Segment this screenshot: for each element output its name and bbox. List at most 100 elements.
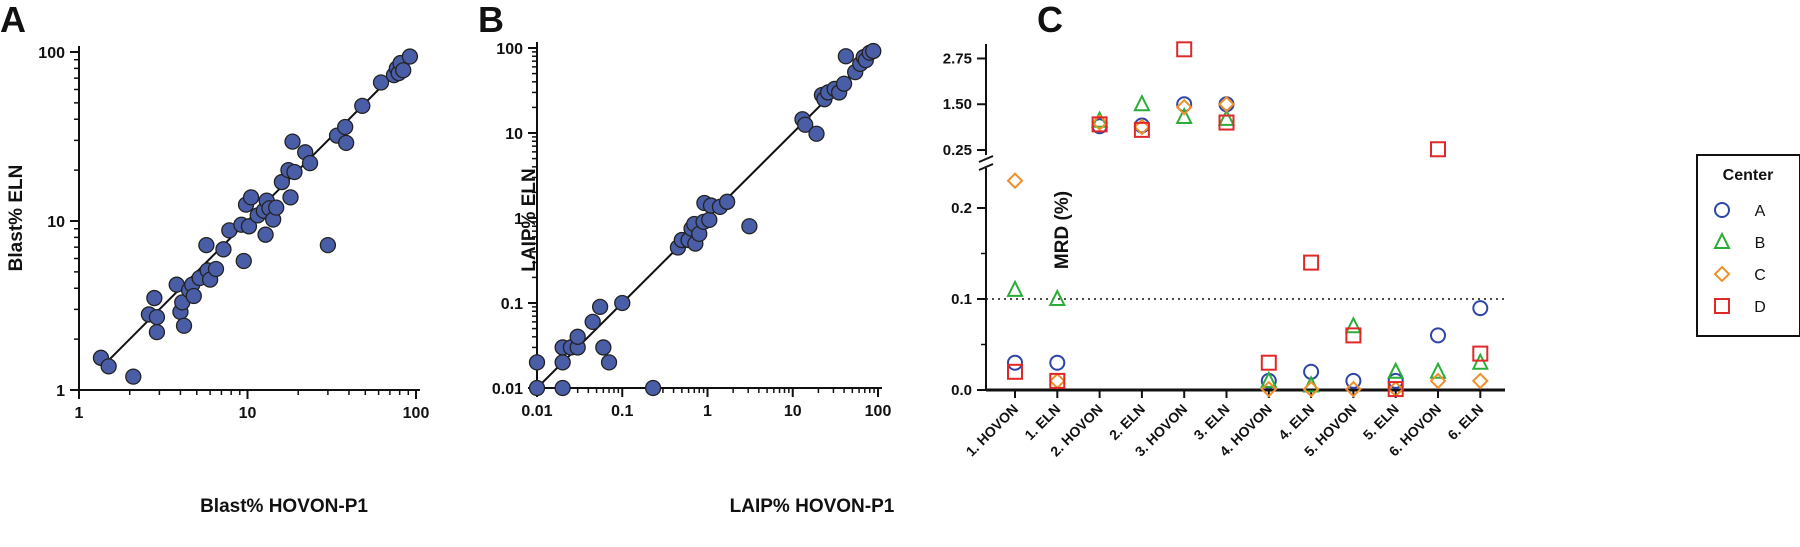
panel-a-data-point	[338, 134, 355, 152]
panel-c-series-c-marker	[1218, 95, 1235, 113]
panel-a-y-tick-label: 1	[56, 383, 65, 400]
panel-b-x-axis-title: LAIP% HOVON-P1	[730, 496, 895, 517]
panel-a-data-point	[282, 189, 299, 206]
panel-b-y-tick-label: 0.01	[492, 381, 523, 398]
panel-b-y-tick-label: 100	[496, 41, 523, 58]
panel-a-data-point	[125, 368, 142, 385]
panel-b-data-point	[528, 354, 546, 371]
panel-c-y-tick-label: 0.25	[943, 142, 972, 159]
panel-a-data-point	[148, 308, 166, 326]
panel-c-series-c-marker	[1006, 172, 1024, 190]
legend-marker-b	[1713, 231, 1731, 249]
panel-b-data-point	[595, 339, 612, 356]
panel-b-data-point	[741, 218, 758, 235]
panel-a-x-tick-label: 10	[239, 405, 257, 422]
panel-c-y-tick-label: 2.75	[943, 50, 972, 67]
panel-a-data-point	[207, 260, 225, 278]
panel-c-series-c-marker	[1344, 380, 1362, 398]
panel-b-data-point	[837, 48, 855, 65]
panel-a-data-point	[146, 289, 163, 307]
panel-c-series-c-marker	[1048, 372, 1066, 390]
panel-b-data-point	[835, 75, 853, 92]
panel-b-data-point	[797, 116, 814, 133]
panel-b-x-tick-label: 1	[703, 403, 712, 420]
panel-a-data-point	[337, 118, 354, 136]
panel-a-x-tick-label: 100	[403, 405, 430, 422]
panel-c-series-b-marker	[1133, 94, 1151, 112]
panel-b-data-point	[554, 379, 571, 397]
panel-a-y-tick-label: 10	[47, 214, 65, 231]
panel-b-y-tick-label: 10	[505, 126, 523, 143]
panel-c-series-b-marker	[1387, 361, 1405, 379]
panel-c-series-d-marker	[1472, 345, 1489, 362]
panel-b-data-point	[718, 193, 736, 210]
panel-c-y-tick-label: 0.1	[951, 291, 972, 308]
panel-letter-a: A	[0, 0, 26, 40]
panel-b-y-tick-label: 0.1	[501, 296, 523, 313]
panel-c-series-d-marker	[1387, 381, 1404, 398]
panel-c-series-a-marker	[1049, 354, 1066, 371]
panel-letter-c: C	[1037, 0, 1063, 40]
panel-a-data-point	[175, 317, 193, 334]
panel-c-series-d-marker	[1260, 354, 1277, 371]
legend-marker-d	[1714, 298, 1730, 314]
panel-a-data-point	[185, 287, 202, 305]
panel-a-data-point	[286, 163, 303, 181]
panel-b-data-point	[701, 211, 718, 229]
panel-b-x-tick-label: 0.1	[611, 403, 633, 420]
panel-b-x-tick-label: 0.01	[521, 403, 552, 420]
panel-c-category-label: 2. ELN	[1106, 401, 1148, 443]
panel-c-series-b-marker	[1344, 316, 1363, 334]
panel-a-data-point	[372, 74, 390, 91]
panel-a-data-point	[268, 199, 285, 216]
panel-a-data-point	[257, 226, 274, 243]
panel-c-series-d-marker	[1303, 254, 1320, 271]
panel-c-category-label: 5. ELN	[1360, 401, 1402, 443]
panel-a-data-point	[319, 236, 337, 254]
panel-a-y-axis-title: Blast% ELN	[6, 165, 27, 272]
panel-a-data-point	[198, 236, 215, 254]
panel-c-series-d-marker	[1007, 363, 1023, 380]
legend-title: Center	[1723, 167, 1774, 184]
panel-c-series-c-marker	[1133, 118, 1151, 136]
panel-c-category-label: 4. ELN	[1275, 401, 1317, 443]
panel-a-data-point	[401, 48, 419, 65]
panel-b-data-point	[644, 379, 662, 397]
panel-a-y-tick-label: 100	[38, 45, 65, 62]
panel-c-series-a-marker	[1345, 372, 1362, 389]
panel-b-y-axis-title: LAIP% ELN	[519, 168, 540, 271]
panel-a-data-point	[354, 97, 371, 115]
panel-b-data-point	[808, 125, 825, 142]
panel-a-data-point	[240, 218, 258, 235]
panel-c-series-c-marker	[1091, 114, 1109, 131]
panel-c-series-c-marker	[1429, 372, 1447, 390]
panel-b-data-point	[591, 298, 609, 316]
panel-c-series-a-marker	[1387, 372, 1404, 389]
panel-b-data-point	[614, 294, 631, 312]
panel-c-series-d-marker	[1091, 116, 1108, 133]
panel-a-data-point	[215, 241, 232, 258]
panel-a-data-point	[284, 133, 301, 150]
panel-c-series-c-marker	[1471, 372, 1489, 390]
panel-c-series-d-marker	[1430, 141, 1446, 158]
panel-c-series-b-marker	[1471, 352, 1489, 370]
panel-letter-b: B	[478, 0, 504, 40]
panel-c-series-b-marker	[1260, 370, 1278, 388]
panel-b-data-point	[569, 328, 586, 345]
legend-label-b: B	[1755, 235, 1766, 252]
panel-c-series-d-marker	[1176, 41, 1193, 58]
panel-b-data-point	[554, 354, 571, 371]
panel-c-series-c-marker	[1260, 380, 1278, 398]
legend-marker-c	[1713, 265, 1731, 283]
panel-c-series-a-marker	[1007, 354, 1023, 371]
panel-a-data-point	[235, 252, 252, 270]
panel-c-series-a-marker	[1430, 327, 1446, 344]
legend-label-c: C	[1754, 267, 1766, 284]
panel-b: LAIP% HOVON-P1 LAIP% ELN 0.01 0.1 1 10 100 0.…	[492, 41, 895, 517]
panel-c-axis-break	[978, 163, 994, 171]
panel-c-series-d-marker	[1133, 121, 1150, 138]
panel-b-x-tick-label: 100	[865, 403, 892, 420]
panel-a: Blast% HOVON-P1 Blast% ELN 1 10 100 1 10 100	[6, 45, 429, 517]
panel-a-data-point	[395, 62, 412, 79]
